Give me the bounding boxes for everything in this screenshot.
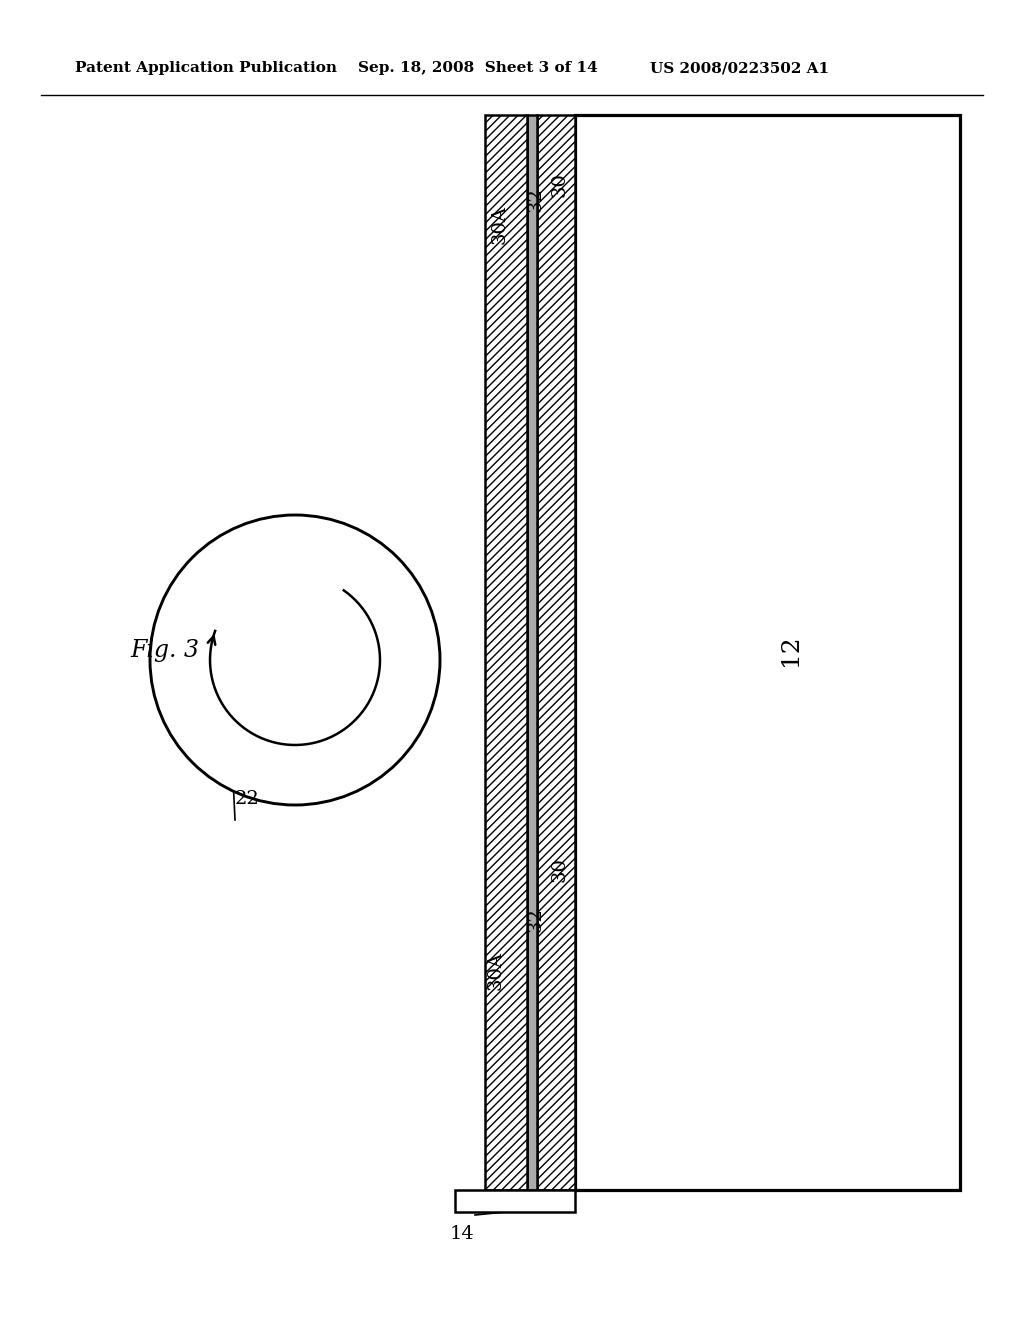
Text: 30: 30 [551, 858, 569, 883]
Text: Fig. 3: Fig. 3 [130, 639, 199, 661]
Text: 30A: 30A [486, 950, 504, 990]
Bar [527, 115, 537, 1191]
Bar [575, 115, 961, 1191]
Text: US 2008/0223502 A1: US 2008/0223502 A1 [650, 61, 829, 75]
Bar [455, 1191, 575, 1212]
Text: Sep. 18, 2008  Sheet 3 of 14: Sep. 18, 2008 Sheet 3 of 14 [358, 61, 598, 75]
Text: 32: 32 [526, 187, 544, 213]
Text: 12: 12 [778, 634, 802, 665]
Bar [485, 115, 527, 1191]
Text: 22: 22 [234, 789, 260, 808]
Text: 14: 14 [450, 1225, 474, 1243]
Text: 30: 30 [551, 173, 569, 198]
Text: 30A: 30A [490, 206, 509, 244]
Text: 32: 32 [526, 908, 544, 932]
Text: Patent Application Publication: Patent Application Publication [75, 61, 337, 75]
Circle shape [150, 515, 440, 805]
Bar [537, 115, 575, 1191]
